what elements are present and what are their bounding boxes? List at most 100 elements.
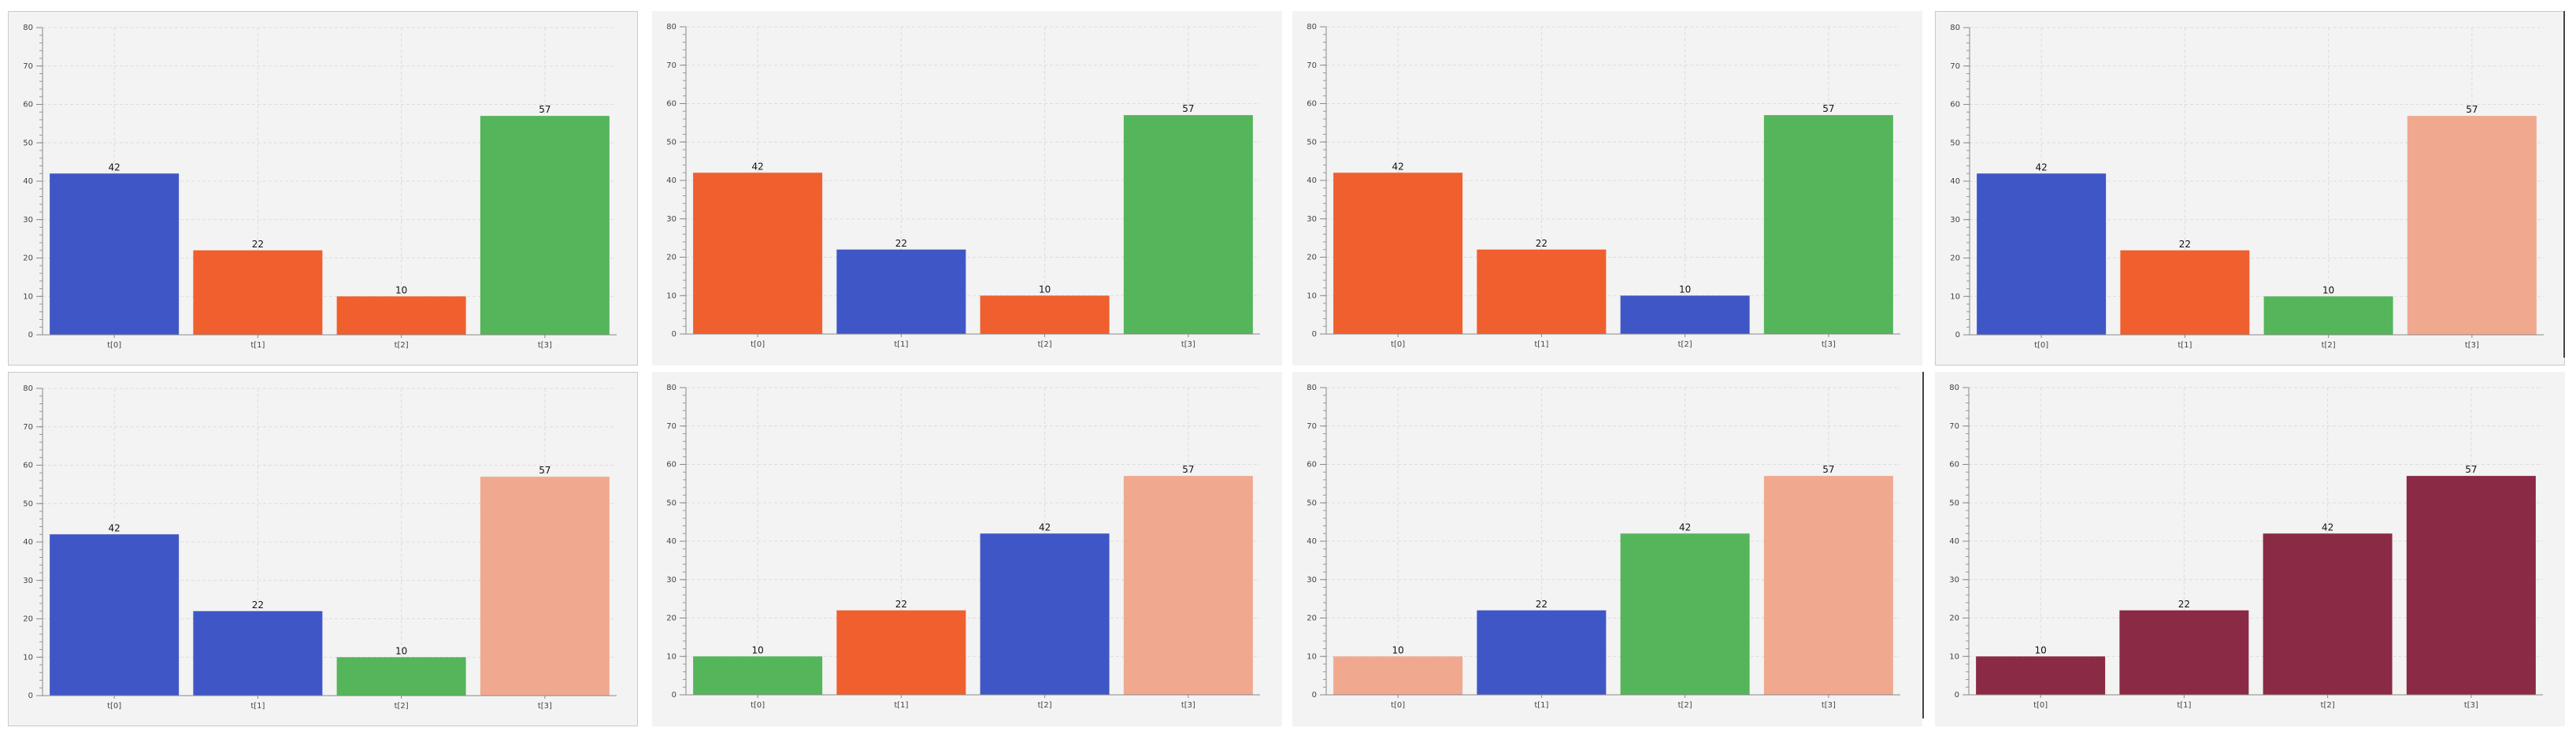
y-tick-label: 0 xyxy=(1312,691,1317,700)
y-tick-label: 0 xyxy=(1955,331,1960,340)
y-tick-label: 40 xyxy=(1950,177,1960,186)
bar-value-label: 57 xyxy=(1182,464,1194,475)
y-tick-label: 20 xyxy=(666,614,676,623)
y-tick-label: 10 xyxy=(1949,652,1959,661)
y-tick-label: 70 xyxy=(1307,422,1317,431)
x-tick-label: t[1] xyxy=(2177,701,2191,710)
x-tick-label: t[3] xyxy=(1822,701,1836,710)
chart-panel-8: 0 10 20 30 40 50 60 70 80 10 22 42 57 t[0] t[1] t[2] t[3… xyxy=(1935,372,2565,726)
y-tick-label: 10 xyxy=(23,292,33,301)
y-tick-label: 10 xyxy=(666,291,676,300)
y-tick-label: 80 xyxy=(1950,24,1960,32)
bar-value-label: 22 xyxy=(1536,238,1547,249)
x-tick-label: t[1] xyxy=(1534,340,1548,349)
bar-value-label: 42 xyxy=(108,161,120,173)
y-tick-label: 60 xyxy=(23,462,33,470)
bar xyxy=(1333,173,1463,334)
x-tick-label: t[0] xyxy=(2034,341,2048,350)
x-tick-label: t[1] xyxy=(250,341,265,350)
y-tick-label: 10 xyxy=(1307,652,1317,661)
y-tick-label: 50 xyxy=(23,499,33,508)
chart-panel-6: 0 10 20 30 40 50 60 70 80 10 22 42 57 t[0] t[1] t[2] t[3… xyxy=(652,372,1282,726)
chart-panel-1: 0 10 20 30 40 50 60 70 80 42 22 10 57 t[0] t[1] t[2] t[3… xyxy=(8,11,638,366)
bar-value-label: 22 xyxy=(252,600,264,611)
bar xyxy=(980,533,1110,695)
bar-value-label: 57 xyxy=(2465,464,2477,475)
y-tick-label: 80 xyxy=(666,384,676,392)
bar xyxy=(693,173,823,334)
bar xyxy=(836,249,966,334)
y-tick-label: 50 xyxy=(1950,139,1960,147)
bar-value-label: 10 xyxy=(1392,644,1403,655)
chart-panel-2: 0 10 20 30 40 50 60 70 80 42 22 10 57 t[0] t[1] t[2] t[3… xyxy=(652,11,1282,366)
x-tick-label: t[2] xyxy=(395,341,409,350)
y-tick-label: 20 xyxy=(666,254,676,262)
x-tick-label: t[0] xyxy=(1391,701,1405,710)
y-tick-label: 10 xyxy=(666,652,676,661)
y-tick-label: 50 xyxy=(666,499,676,507)
bar xyxy=(480,116,610,335)
chart-svg-1: 0 10 20 30 40 50 60 70 80 42 22 10 57 t[0] t[1] t[2] t[3… xyxy=(23,24,617,350)
y-tick-label: 30 xyxy=(1307,576,1317,585)
panel-divider xyxy=(2563,11,2565,358)
x-tick-label: t[0] xyxy=(107,341,121,350)
x-tick-label: t[1] xyxy=(894,340,908,349)
chart-panel-4: 0 10 20 30 40 50 60 70 80 42 22 10 57 t[0] t[1] t[2] t[3… xyxy=(1935,11,2565,366)
bar-value-label: 57 xyxy=(539,104,550,115)
y-tick-label: 70 xyxy=(23,423,33,432)
x-tick-label: t[1] xyxy=(894,701,908,710)
y-tick-label: 20 xyxy=(23,254,33,263)
y-tick-label: 50 xyxy=(666,138,676,147)
bar xyxy=(1477,610,1607,695)
x-tick-label: t[3] xyxy=(1181,340,1195,349)
y-tick-label: 30 xyxy=(1307,215,1317,224)
chart-panel-3: 0 10 20 30 40 50 60 70 80 42 22 10 57 t[0] t[1] t[2] t[3… xyxy=(1292,11,1922,366)
y-tick-label: 80 xyxy=(1307,384,1317,392)
x-tick-label: t[3] xyxy=(2465,341,2479,350)
x-tick-label: t[3] xyxy=(2464,701,2478,710)
bar-value-label: 57 xyxy=(539,465,550,476)
bar xyxy=(50,173,180,335)
bar-value-label: 42 xyxy=(2322,522,2333,533)
y-tick-label: 70 xyxy=(1949,422,1959,431)
y-tick-label: 70 xyxy=(666,422,676,431)
x-tick-label: t[1] xyxy=(250,702,265,711)
x-tick-label: t[2] xyxy=(2321,701,2335,710)
bar xyxy=(1477,249,1607,334)
chart-svg-8: 0 10 20 30 40 50 60 70 80 10 22 42 57 t[0] t[1] t[2] t[3… xyxy=(1949,384,2543,710)
y-tick-label: 0 xyxy=(28,692,33,700)
y-tick-label: 0 xyxy=(672,691,676,700)
bar xyxy=(1620,295,1750,334)
y-tick-label: 10 xyxy=(23,653,33,662)
bar xyxy=(50,534,180,696)
bar xyxy=(1123,115,1253,334)
y-tick-label: 80 xyxy=(23,24,33,32)
x-tick-label: t[1] xyxy=(2178,341,2192,350)
chart-panel-7: 0 10 20 30 40 50 60 70 80 10 22 42 57 t[0] t[1] t[2] t[3… xyxy=(1292,372,1922,726)
bar xyxy=(1763,115,1893,334)
bar xyxy=(2120,250,2250,335)
bar xyxy=(336,657,466,696)
y-tick-label: 40 xyxy=(23,538,33,547)
bar xyxy=(336,296,466,335)
y-tick-label: 40 xyxy=(1949,537,1959,546)
bar xyxy=(2119,610,2249,695)
chart-svg-7: 0 10 20 30 40 50 60 70 80 10 22 42 57 t[0] t[1] t[2] t[3… xyxy=(1307,384,1900,710)
bar-value-label: 57 xyxy=(2466,104,2478,115)
y-tick-label: 20 xyxy=(23,615,33,624)
bar-value-label: 10 xyxy=(395,645,407,656)
y-tick-label: 30 xyxy=(23,577,33,585)
bar-value-label: 42 xyxy=(1392,161,1403,172)
y-tick-label: 60 xyxy=(1307,100,1317,109)
bar xyxy=(2263,296,2393,335)
y-tick-label: 40 xyxy=(666,537,676,546)
y-tick-label: 70 xyxy=(1307,61,1317,70)
y-tick-label: 0 xyxy=(1312,330,1317,339)
chart-svg-2: 0 10 20 30 40 50 60 70 80 42 22 10 57 t[0] t[1] t[2] t[3… xyxy=(666,23,1260,349)
bar-value-label: 22 xyxy=(252,239,264,250)
y-tick-label: 0 xyxy=(28,331,33,340)
bar xyxy=(1977,173,2107,335)
y-tick-label: 80 xyxy=(23,384,33,393)
y-tick-label: 10 xyxy=(1950,292,1960,301)
bar xyxy=(1333,656,1463,695)
